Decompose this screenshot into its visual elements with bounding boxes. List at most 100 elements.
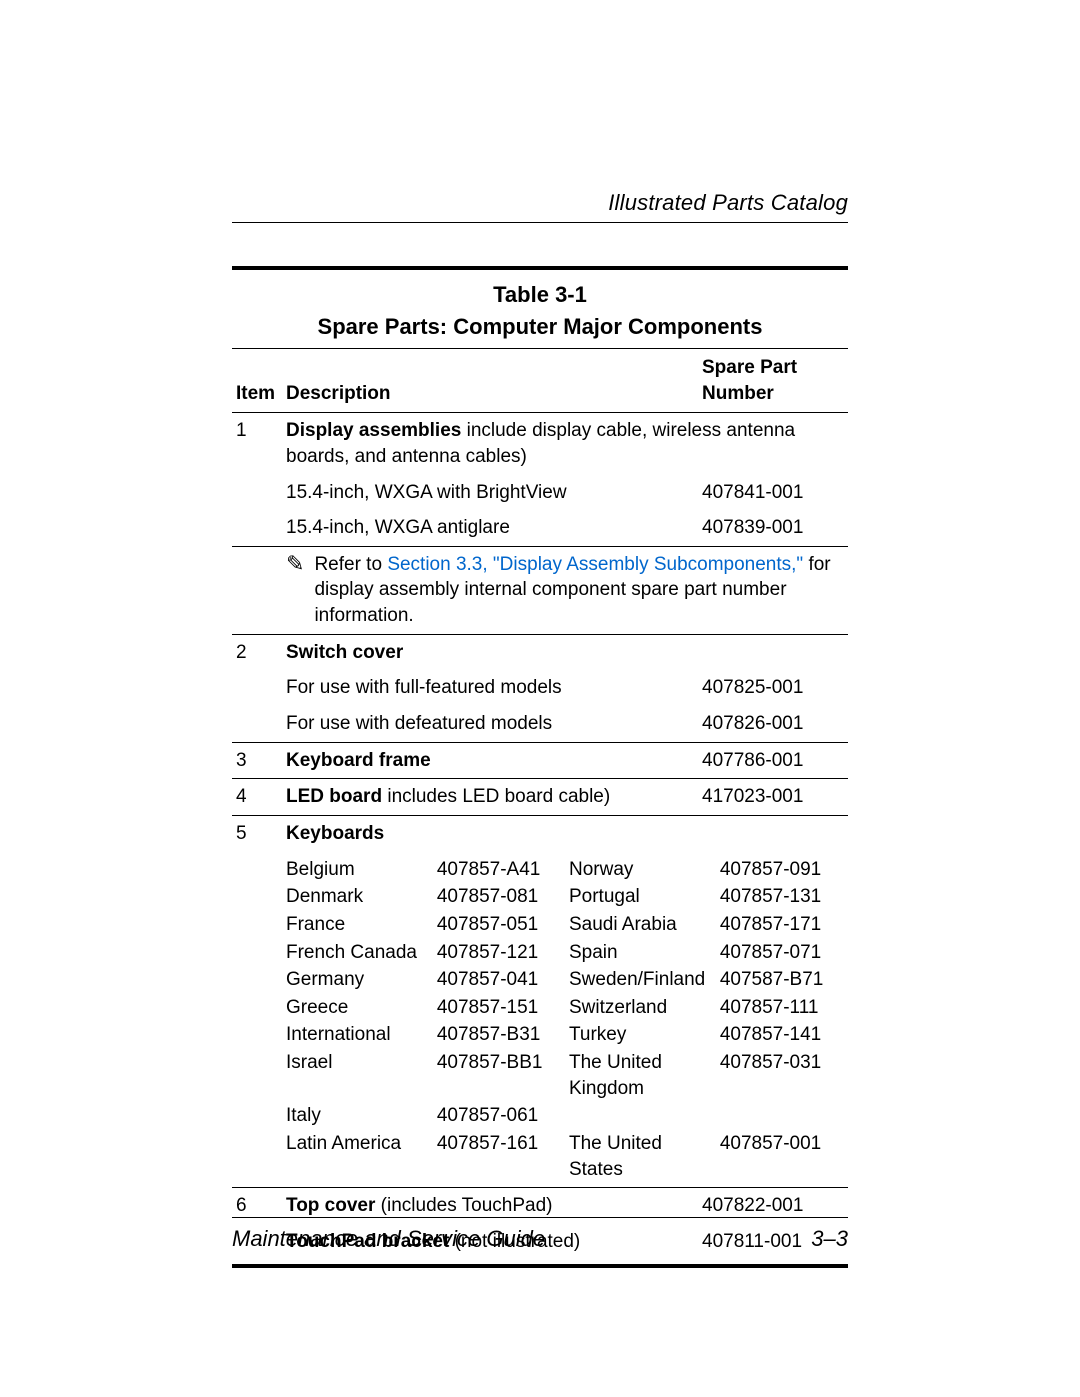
col-header-spn-line2: Number (702, 383, 774, 404)
item-spn: 407786-001 (698, 742, 848, 779)
table-row: For use with full-featured models 407825… (232, 670, 848, 706)
keyboard-country: International (286, 1022, 429, 1048)
table-row: 1 Display assemblies include display cab… (232, 413, 848, 475)
keyboard-spn (720, 1103, 844, 1129)
keyboard-spn: 407857-051 (437, 912, 561, 938)
desc-bold: Keyboard frame (286, 750, 431, 771)
desc-rest: includes LED board cable) (382, 786, 610, 807)
section-title: Illustrated Parts Catalog (232, 190, 848, 222)
content-region: Table 3-1 Spare Parts: Computer Major Co… (232, 266, 848, 1268)
keyboard-spn: 407857-111 (720, 995, 844, 1021)
keyboard-spn: 407857-A41 (437, 857, 561, 883)
item-spn: 417023-001 (698, 779, 848, 816)
keyboard-spn: 407857-091 (720, 857, 844, 883)
item-description: Display assemblies include display cable… (282, 413, 848, 475)
footer-rule (232, 1217, 848, 1218)
table-top-rule (232, 266, 848, 270)
keyboard-country: Norway (569, 857, 712, 883)
variant-desc: 15.4-inch, WXGA with BrightView (282, 475, 698, 511)
item-number: 3 (232, 742, 282, 779)
page-footer: Maintenance and Service Guide 3–3 (232, 1217, 848, 1252)
keyboard-country: Spain (569, 940, 712, 966)
header-rule (232, 222, 848, 223)
table-row: 3 Keyboard frame 407786-001 (232, 742, 848, 779)
keyboard-country: Sweden/Finland (569, 967, 712, 993)
keyboard-country: French Canada (286, 940, 429, 966)
keyboard-spn: 407857-141 (720, 1022, 844, 1048)
table-bottom-rule (232, 1264, 848, 1268)
keyboard-country: Turkey (569, 1022, 712, 1048)
desc-rest: (includes TouchPad) (375, 1195, 552, 1216)
page: Illustrated Parts Catalog Table 3-1 Spar… (0, 0, 1080, 1397)
note: ✎ Refer to Section 3.3, "Display Assembl… (286, 552, 844, 629)
keyboard-spn: 407857-071 (720, 940, 844, 966)
variant-spn: 407841-001 (698, 475, 848, 511)
item-description: LED board includes LED board cable) (282, 779, 698, 816)
keyboard-country: Saudi Arabia (569, 912, 712, 938)
keyboard-spn: 407857-031 (720, 1050, 844, 1101)
variant-desc: 15.4-inch, WXGA antiglare (282, 510, 698, 546)
desc-bold: Top cover (286, 1195, 375, 1216)
item-number: 2 (232, 634, 282, 670)
table-number: Table 3-1 (232, 282, 848, 308)
item-number: 4 (232, 779, 282, 816)
col-header-spn-line1: Spare Part (702, 357, 797, 378)
col-header-description: Description (282, 349, 698, 413)
keyboard-country: Italy (286, 1103, 429, 1129)
keyboard-spn: 407857-041 (437, 967, 561, 993)
table-row: 15.4-inch, WXGA antiglare 407839-001 (232, 510, 848, 546)
table-header-row: Item Description Spare Part Number (232, 349, 848, 413)
parts-table: Item Description Spare Part Number 1 Dis… (232, 349, 848, 1260)
note-link[interactable]: Section 3.3, "Display Assembly Subcompon… (387, 554, 803, 575)
keyboards-grid: Belgium 407857-A41 Norway 407857-091 Denmark… (286, 857, 844, 1183)
keyboard-country: Israel (286, 1050, 429, 1101)
table-row: 4 LED board includes LED board cable) 41… (232, 779, 848, 816)
keyboard-country: Switzerland (569, 995, 712, 1021)
table-title: Spare Parts: Computer Major Components (232, 314, 848, 340)
footer-left: Maintenance and Service Guide (232, 1226, 545, 1252)
keyboard-spn: 407857-061 (437, 1103, 561, 1129)
keyboard-country (569, 1103, 712, 1129)
footer-right: 3–3 (811, 1226, 848, 1252)
table-row: Belgium 407857-A41 Norway 407857-091 Denmark… (232, 852, 848, 1188)
keyboard-spn: 407857-151 (437, 995, 561, 1021)
desc-bold: Switch cover (286, 642, 403, 663)
item-description: Keyboard frame (282, 742, 698, 779)
table-row: For use with defeatured models 407826-00… (232, 706, 848, 742)
keyboard-spn: 407587-B71 (720, 967, 844, 993)
item-number: 5 (232, 815, 282, 851)
keyboard-spn: 407857-161 (437, 1131, 561, 1182)
keyboard-country: The United States (569, 1131, 712, 1182)
note-row: ✎ Refer to Section 3.3, "Display Assembl… (232, 546, 848, 634)
table-row: 5 Keyboards (232, 815, 848, 851)
variant-desc: For use with defeatured models (282, 706, 698, 742)
table-row: 15.4-inch, WXGA with BrightView 407841-0… (232, 475, 848, 511)
item-description: Keyboards (282, 815, 848, 851)
variant-spn: 407826-001 (698, 706, 848, 742)
keyboard-country: Latin America (286, 1131, 429, 1182)
page-header: Illustrated Parts Catalog (232, 190, 848, 223)
keyboard-spn: 407857-001 (720, 1131, 844, 1182)
note-icon: ✎ (286, 553, 304, 575)
col-header-spare-part-number: Spare Part Number (698, 349, 848, 413)
variant-desc: For use with full-featured models (282, 670, 698, 706)
desc-bold: LED board (286, 786, 382, 807)
desc-bold: Display assemblies (286, 420, 461, 441)
keyboard-spn: 407857-171 (720, 912, 844, 938)
keyboard-spn: 407857-121 (437, 940, 561, 966)
note-text: Refer to Section 3.3, "Display Assembly … (314, 552, 844, 629)
variant-spn: 407839-001 (698, 510, 848, 546)
keyboard-spn: 407857-131 (720, 884, 844, 910)
variant-spn: 407825-001 (698, 670, 848, 706)
keyboard-country: Belgium (286, 857, 429, 883)
col-header-item: Item (232, 349, 282, 413)
keyboard-country: Germany (286, 967, 429, 993)
keyboard-country: Portugal (569, 884, 712, 910)
keyboard-spn: 407857-BB1 (437, 1050, 561, 1101)
desc-bold: Keyboards (286, 823, 384, 844)
keyboard-country: France (286, 912, 429, 938)
keyboard-country: Denmark (286, 884, 429, 910)
keyboard-country: The United Kingdom (569, 1050, 712, 1101)
keyboard-spn: 407857-081 (437, 884, 561, 910)
item-description: Switch cover (282, 634, 848, 670)
